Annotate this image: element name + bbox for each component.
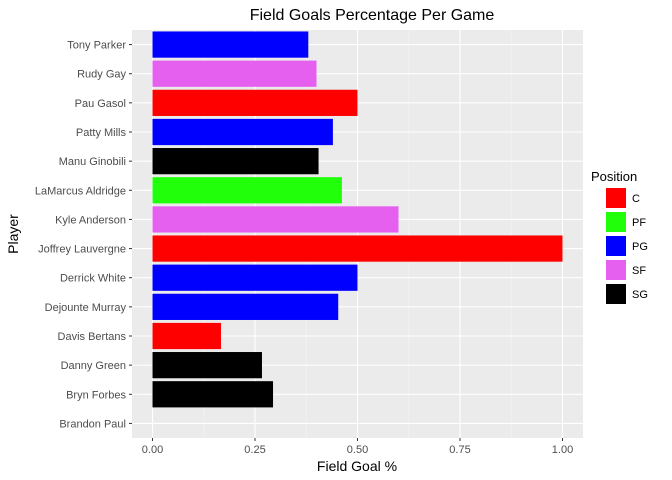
legend-swatch bbox=[606, 236, 626, 256]
legend-swatch bbox=[606, 188, 626, 208]
legend-label: C bbox=[632, 193, 640, 205]
y-tick-label: Rudy Gay bbox=[77, 69, 126, 81]
bar bbox=[152, 89, 358, 116]
y-tick-label: Tony Parker bbox=[67, 40, 126, 52]
chart-title: Field Goals Percentage Per Game bbox=[250, 7, 495, 24]
y-tick-label: Pau Gasol bbox=[75, 98, 126, 110]
legend-swatch bbox=[606, 212, 626, 232]
legend-label: SF bbox=[632, 265, 646, 277]
bars bbox=[152, 31, 563, 408]
bar bbox=[152, 381, 274, 408]
bar bbox=[152, 235, 563, 262]
y-tick-label: Derrick White bbox=[60, 273, 126, 285]
y-tick-label: Bryn Forbes bbox=[66, 389, 126, 401]
legend-label: PG bbox=[632, 241, 648, 253]
x-tick-label: 1.00 bbox=[552, 444, 573, 456]
legend: Position C PF PG SF SG bbox=[591, 169, 648, 304]
bar bbox=[152, 322, 221, 350]
legend-swatch bbox=[606, 260, 626, 280]
y-tick-label: Kyle Anderson bbox=[55, 214, 126, 226]
y-tick-label: Brandon Paul bbox=[59, 418, 126, 430]
y-tick-label: Danny Green bbox=[61, 360, 126, 372]
y-tick-label: Dejounte Murray bbox=[45, 302, 127, 314]
bar bbox=[152, 177, 342, 204]
x-tick-label: 0.50 bbox=[347, 444, 368, 456]
legend-title: Position bbox=[591, 169, 637, 184]
bar bbox=[152, 118, 333, 146]
legend-swatch bbox=[606, 284, 626, 304]
bar bbox=[152, 60, 317, 87]
bar bbox=[152, 293, 339, 320]
bar bbox=[152, 352, 262, 379]
x-tick-label: 0.25 bbox=[244, 444, 265, 456]
y-axis: Tony Parker Rudy Gay Pau Gasol Patty Mills M… bbox=[35, 40, 132, 430]
x-tick-label: 0.00 bbox=[142, 444, 163, 456]
x-tick-label: 0.75 bbox=[449, 444, 470, 456]
y-tick-label: Davis Bertans bbox=[58, 331, 127, 343]
x-axis-title: Field Goal % bbox=[317, 458, 397, 474]
bar bbox=[152, 206, 399, 233]
bar bbox=[152, 148, 319, 175]
y-tick-label: LaMarcus Aldridge bbox=[35, 185, 126, 197]
bar bbox=[152, 31, 309, 58]
legend-label: PF bbox=[632, 217, 646, 229]
bar bbox=[152, 264, 358, 291]
y-tick-label: Patty Mills bbox=[76, 127, 127, 139]
y-axis-title: Player bbox=[5, 214, 21, 254]
y-tick-label: Joffrey Lauvergne bbox=[38, 244, 126, 256]
x-axis: 0.00 0.25 0.50 0.75 1.00 bbox=[142, 438, 573, 456]
y-tick-label: Manu Ginobili bbox=[59, 156, 126, 168]
major-gridlines bbox=[132, 30, 583, 438]
legend-label: SG bbox=[632, 289, 648, 301]
